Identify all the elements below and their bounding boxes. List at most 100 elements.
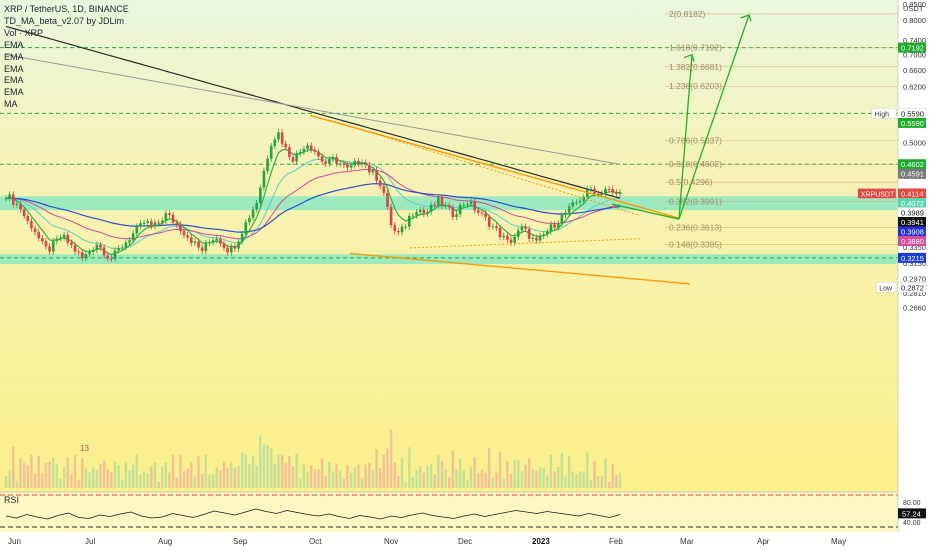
legend-line[interactable]: Vol · XRP <box>4 27 44 38</box>
candle-body <box>197 241 200 248</box>
volume-bar <box>509 473 513 488</box>
volume-bar <box>560 453 564 488</box>
candle-body <box>404 226 407 228</box>
candle-body <box>88 251 91 255</box>
candle-body <box>364 162 367 165</box>
volume-bar <box>124 462 128 488</box>
candle-body <box>484 213 487 218</box>
volume-bar <box>604 458 607 488</box>
time-tick-label: Jul <box>85 537 95 546</box>
price-tick-label: 0.6200 <box>903 82 926 91</box>
legend-line[interactable]: EMA <box>4 63 24 74</box>
candle-body <box>360 162 364 165</box>
volume-bar <box>404 481 407 488</box>
candle-body <box>139 223 142 227</box>
time-tick-label: Oct <box>309 537 322 546</box>
volume-bar <box>37 456 40 488</box>
legend-line[interactable]: MA <box>4 99 18 110</box>
candle-body <box>509 239 513 243</box>
candle-body <box>70 242 73 246</box>
axis-background <box>898 0 932 550</box>
rsi-label[interactable]: RSI <box>4 495 20 505</box>
volume-bar <box>531 469 535 488</box>
candle-body <box>320 156 324 162</box>
volume-bar <box>586 452 589 488</box>
candle-body <box>487 217 491 227</box>
price-tag <box>898 159 926 170</box>
arrow-head-icon <box>740 14 752 22</box>
volume-bar <box>535 470 538 488</box>
candle-body <box>549 224 553 232</box>
candle-body <box>567 206 571 213</box>
volume-bar <box>506 461 509 488</box>
volume-bar <box>538 467 542 488</box>
candle-body <box>607 188 611 190</box>
candle-body <box>288 147 291 157</box>
volume-bar <box>299 478 302 488</box>
volume-bar <box>324 476 327 488</box>
candle-body <box>200 247 204 251</box>
candle-body <box>131 233 135 241</box>
volume-bar <box>557 466 560 488</box>
volume-bar <box>44 463 48 488</box>
candle-body <box>477 210 480 213</box>
volume-bar <box>346 465 349 488</box>
time-tick-label: Nov <box>384 537 398 546</box>
time-tick-label: Feb <box>609 537 623 546</box>
volume-bar <box>135 454 138 488</box>
candle-body <box>193 241 197 243</box>
symbol-title[interactable]: XRP / TetherUS, 1D, BINANCE <box>4 4 129 14</box>
candle-body <box>495 226 498 229</box>
candle-body <box>73 245 77 252</box>
volume-bar <box>488 448 491 488</box>
legend-line[interactable]: EMA <box>4 87 24 98</box>
fib-level-label: 0.5(0.4296) <box>669 177 713 187</box>
candle-body <box>146 221 149 223</box>
volume-bar <box>517 460 520 488</box>
legend-line[interactable]: EMA <box>4 51 24 62</box>
candle-body <box>128 240 131 243</box>
candle-body <box>291 156 295 162</box>
candle-body <box>593 188 596 194</box>
volume-bar <box>339 470 342 488</box>
volume-bar <box>462 470 465 488</box>
legend-line[interactable]: EMA <box>4 39 24 50</box>
candle-body <box>542 234 546 236</box>
candle-body <box>458 205 462 215</box>
candle-body <box>353 161 357 166</box>
volume-bar <box>357 464 360 488</box>
legend-line[interactable]: TD_MA_beta_v2.07 by JDLim <box>4 15 125 26</box>
arrow-head-icon <box>683 53 695 62</box>
candle-body <box>26 216 30 222</box>
volume-bar <box>313 469 317 488</box>
candle-body <box>175 222 179 225</box>
candle-body <box>535 237 538 241</box>
price-tag-value: 0.3908 <box>901 227 924 236</box>
candle-body <box>186 235 189 238</box>
volume-bar <box>379 467 382 488</box>
volume-bar <box>70 474 73 488</box>
candle-body <box>142 222 146 224</box>
candle-body <box>120 247 124 249</box>
volume-bar <box>219 470 222 488</box>
volume-bar <box>259 435 262 488</box>
volume-bar <box>84 468 88 488</box>
volume-bar <box>549 454 553 488</box>
candle-body <box>426 211 429 214</box>
volume-bar <box>91 467 95 488</box>
price-tick-label: 0.3150 <box>903 259 926 268</box>
candle-body <box>382 186 386 193</box>
volume-bar <box>171 454 175 488</box>
volume-bar <box>131 464 135 488</box>
candle-body <box>51 241 55 252</box>
fib-level-label: 0.618(0.4602) <box>669 159 722 169</box>
legend-line[interactable]: EMA <box>4 75 24 86</box>
volume-bar <box>197 456 200 488</box>
time-tick-label: May <box>831 537 846 546</box>
volume-bar <box>611 463 614 488</box>
volume-bar <box>88 472 91 488</box>
volume-bar <box>495 471 498 488</box>
volume-bar <box>117 465 120 488</box>
